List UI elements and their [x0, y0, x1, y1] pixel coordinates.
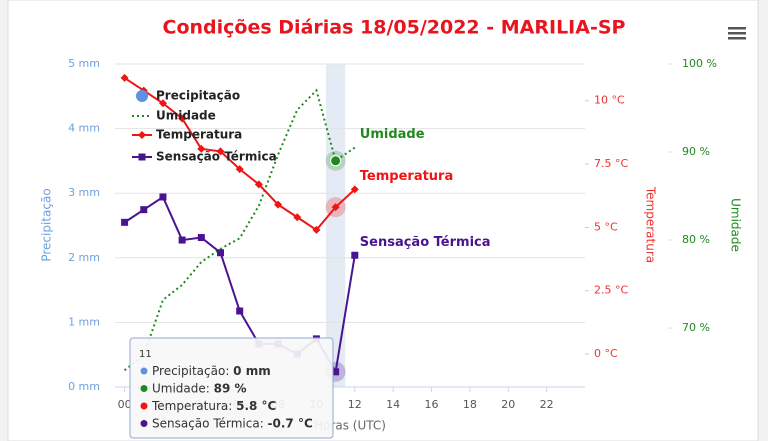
tooltip-row: Sensação Térmica: -0.7 °C	[152, 416, 313, 430]
point	[350, 185, 359, 194]
point	[159, 193, 167, 201]
tooltip-title: 11	[139, 349, 152, 360]
point	[332, 368, 340, 376]
point	[197, 234, 205, 242]
x-tick-label: 20	[501, 398, 515, 411]
point	[216, 147, 225, 156]
series-end-label: Temperatura	[360, 169, 453, 184]
x-tick-label: 00	[118, 398, 132, 411]
x-tick-label: 12	[348, 398, 362, 411]
y2-tick-label: 2.5 °C	[594, 284, 628, 297]
chart-title: Condições Diárias 18/05/2022 - MARILIA-S…	[163, 17, 626, 39]
point	[235, 165, 244, 174]
y-axis-title: Precipitação	[40, 188, 54, 261]
point	[197, 144, 206, 153]
x-tick-label: 16	[425, 398, 439, 411]
menu-bar	[728, 27, 746, 30]
y-tick-label: 0 mm	[68, 380, 100, 393]
tooltip-dot	[140, 385, 148, 392]
point	[293, 213, 302, 222]
tooltip-row: Precipitação: 0 mm	[152, 364, 271, 378]
point	[254, 180, 263, 189]
y-tick-label: 5 mm	[68, 57, 100, 70]
tooltip-dot	[140, 420, 148, 427]
y-tick-label: 3 mm	[68, 186, 100, 199]
tooltip-row-label: Precipitação:	[152, 364, 233, 378]
point	[138, 131, 146, 139]
point	[120, 73, 129, 82]
tooltip-row-value: 0 mm	[233, 364, 271, 378]
menu-bar	[728, 37, 746, 40]
y3-tick-label: 100 %	[682, 57, 717, 70]
y3-tick-label: 70 %	[682, 321, 710, 334]
legend-label: Precipitação	[156, 89, 240, 103]
y2-tick-label: 5 °C	[594, 220, 618, 233]
tooltip-row-label: Sensação Térmica:	[152, 416, 268, 430]
y2-tick-label: 0 °C	[594, 347, 618, 360]
tooltip-row-value: 89 %	[214, 381, 247, 395]
point	[217, 249, 225, 257]
point	[140, 206, 148, 214]
y2-axis-title: Temperatura	[644, 186, 658, 263]
y-tick-label: 4 mm	[68, 122, 100, 135]
point	[138, 153, 146, 161]
tooltip-dot	[140, 402, 148, 410]
point	[330, 155, 342, 167]
y3-tick-label: 90 %	[682, 145, 710, 158]
tooltip-row: Umidade: 89 %	[152, 381, 247, 395]
point	[158, 99, 167, 108]
menu-button[interactable]	[727, 24, 747, 42]
y2-tick-label: 7.5 °C	[594, 157, 628, 170]
menu-bar	[728, 32, 746, 35]
y-tick-label: 1 mm	[68, 315, 100, 328]
legend-label: Umidade	[156, 109, 216, 123]
y3-axis-title: Umidade	[729, 198, 743, 252]
tooltip-box	[129, 337, 334, 439]
point	[351, 251, 359, 259]
legend-label: Temperatura	[156, 128, 242, 142]
legend-label: Sensação Térmica	[156, 150, 277, 164]
tooltip-row-label: Temperatura:	[151, 399, 236, 413]
point	[178, 236, 186, 244]
y2-tick-label: 10 °C	[594, 94, 625, 107]
series-end-label: Sensação Térmica	[360, 235, 491, 250]
x-tick-label: 18	[463, 398, 477, 411]
series-line	[123, 88, 356, 372]
series-end-label: Umidade	[360, 127, 425, 142]
point	[274, 200, 283, 209]
point	[236, 307, 244, 315]
y-tick-label: 2 mm	[68, 251, 100, 264]
tooltip-row: Temperatura: 5.8 °C	[151, 399, 277, 413]
tooltip-row-value: 5.8 °C	[236, 399, 276, 413]
point	[312, 225, 321, 234]
x-tick-label: 22	[540, 398, 554, 411]
point	[331, 203, 340, 212]
x-tick-label: 14	[386, 398, 400, 411]
legend-symbol	[136, 90, 148, 102]
point	[121, 218, 129, 226]
tooltip-dot	[140, 367, 148, 375]
tooltip-row-label: Umidade:	[152, 381, 214, 395]
y3-tick-label: 80 %	[682, 233, 710, 246]
point	[178, 114, 187, 123]
tooltip-row-value: -0.7 °C	[268, 416, 313, 430]
